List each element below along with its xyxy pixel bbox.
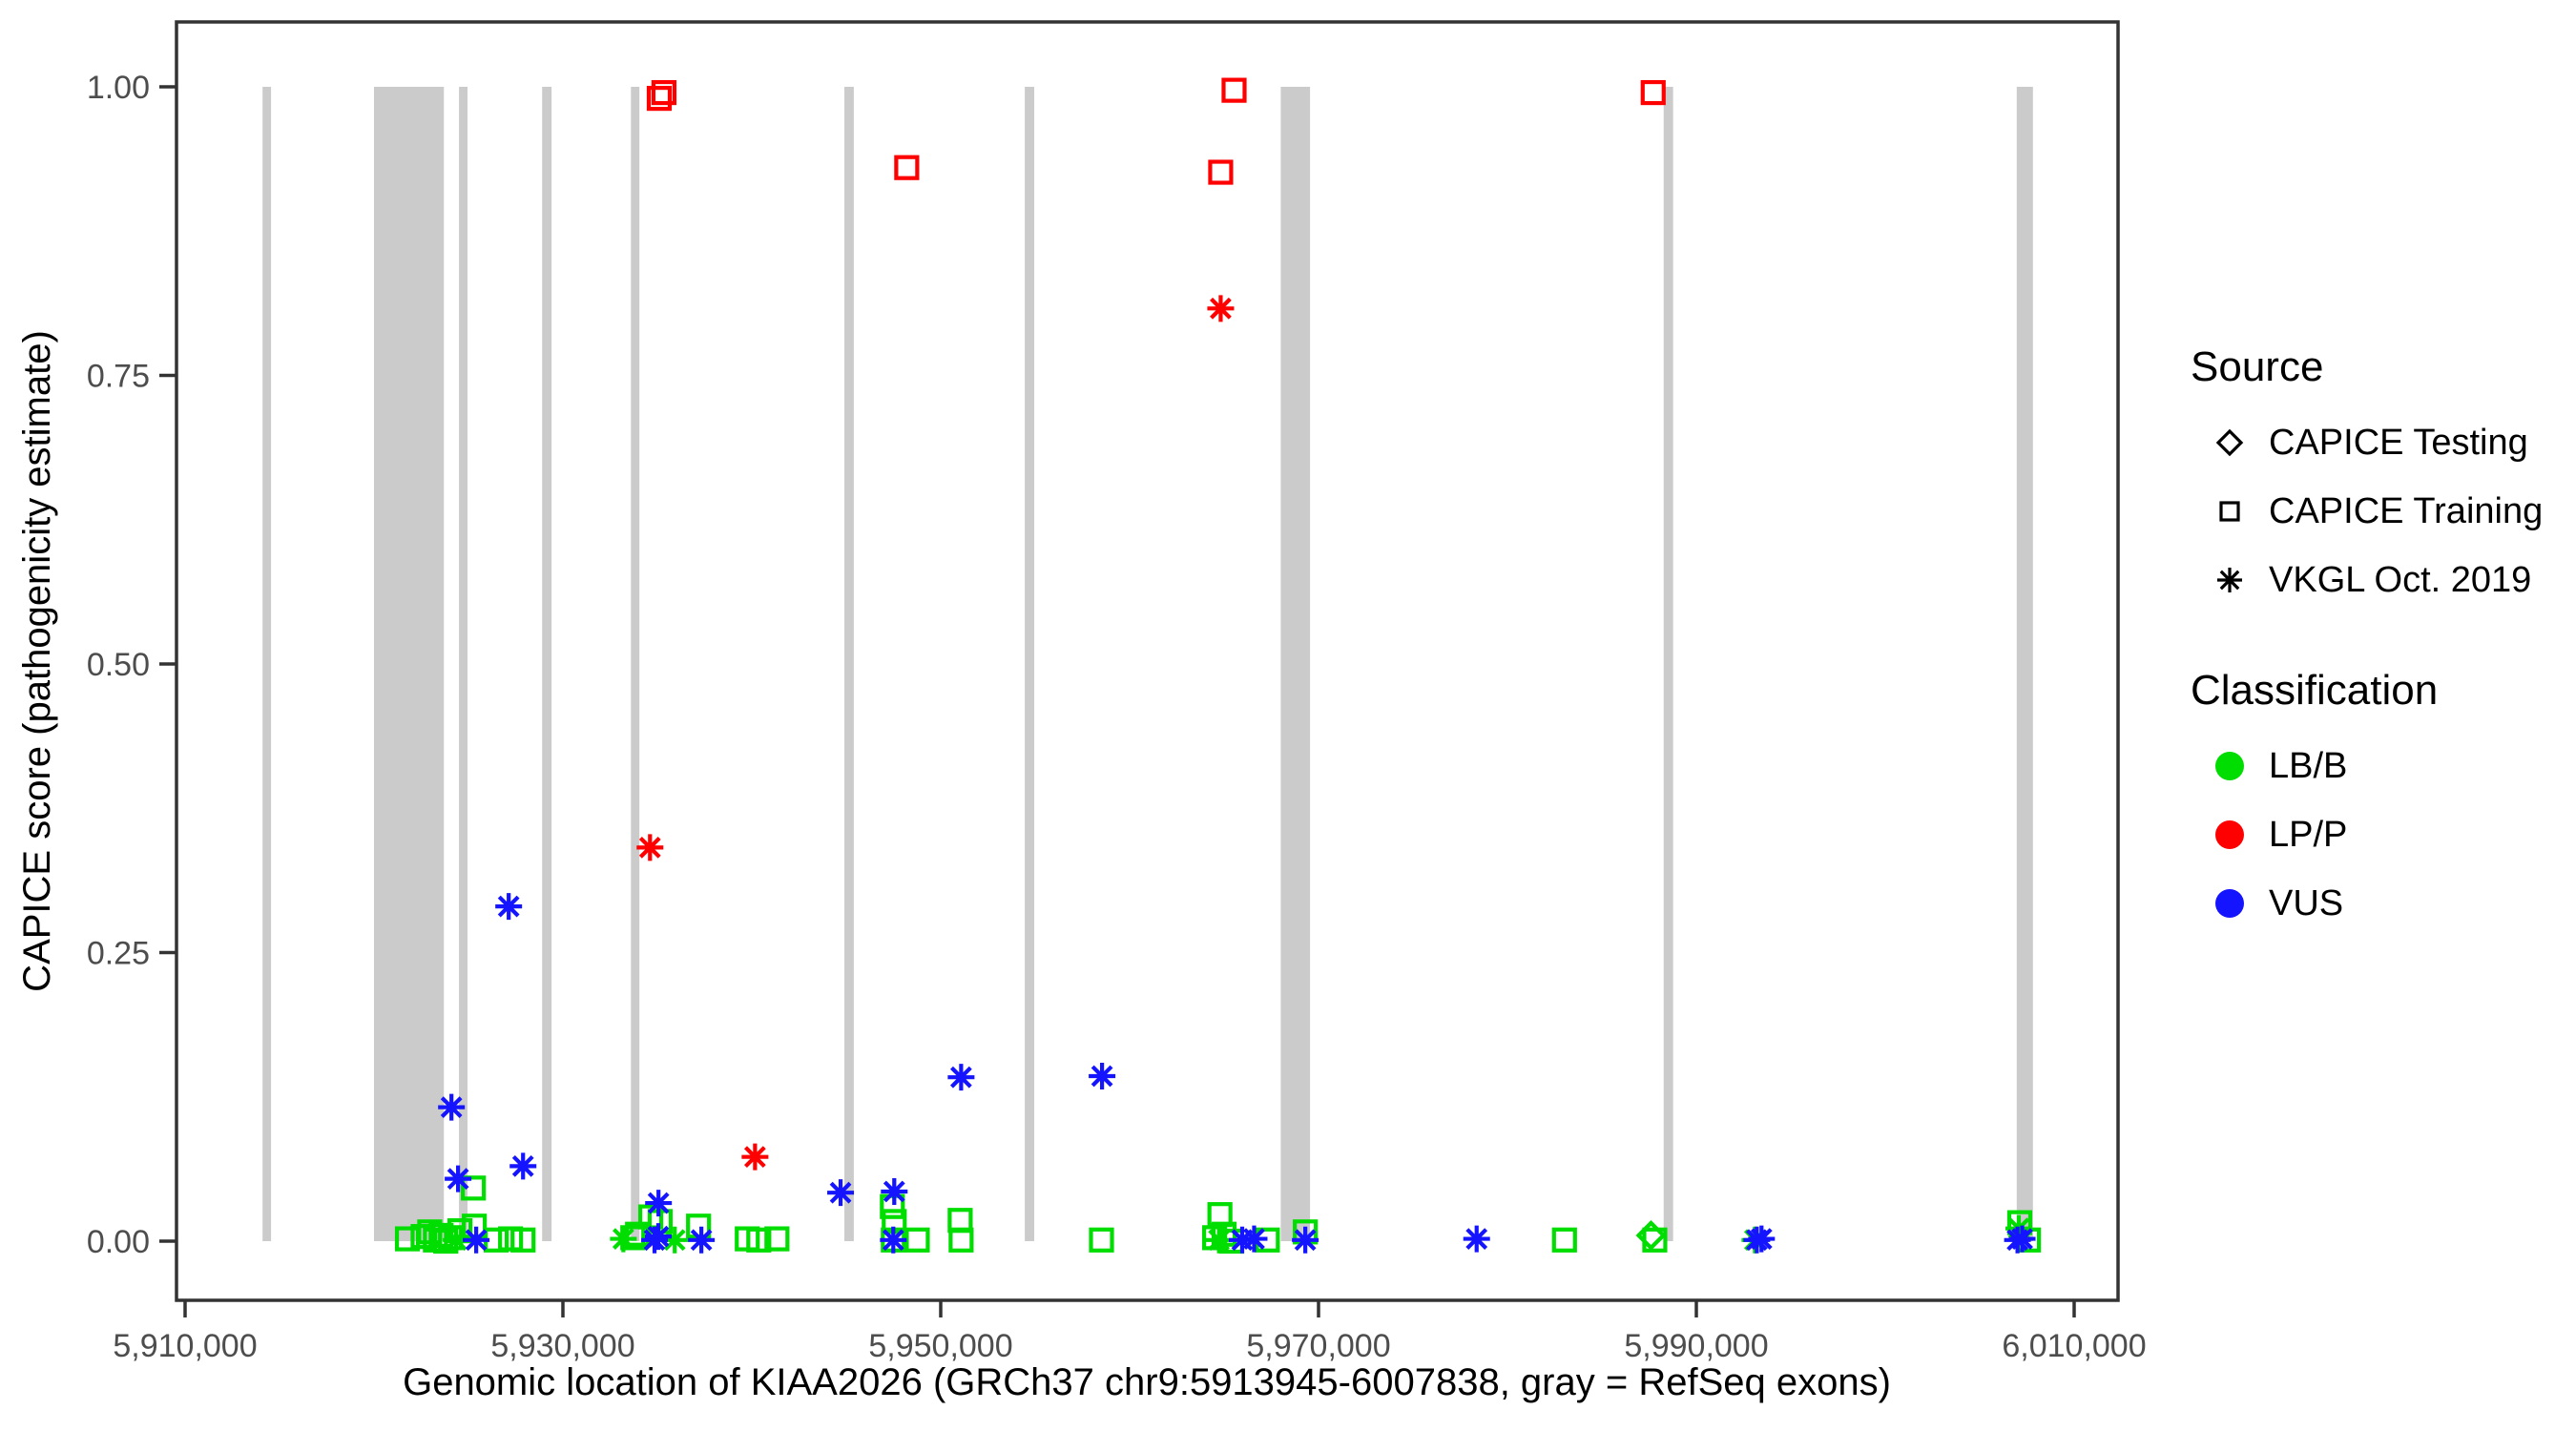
legend-item-label: CAPICE Testing: [2269, 422, 2528, 463]
data-point-diamond: [2215, 428, 2244, 457]
y-tick-label: 0.25: [87, 936, 150, 972]
data-point-square: [620, 1225, 646, 1251]
x-tick-label: 6,010,000: [2002, 1328, 2146, 1364]
data-point-square: [510, 1227, 536, 1253]
x-tick-label: 5,930,000: [490, 1328, 634, 1364]
blue-circle-icon: [2208, 881, 2252, 925]
data-point-asterisk: [741, 1143, 769, 1171]
x-axis-ticks: 5,910,000 5,930,000 5,950,000 5,970,000 5,99…: [113, 1300, 2147, 1364]
data-point-square: [894, 155, 920, 180]
x-tick-label: 5,970,000: [1246, 1328, 1390, 1364]
data-point-asterisk: [1292, 1226, 1319, 1254]
legend-item-label: VUS: [2269, 882, 2344, 923]
green-circle-icon: [2208, 744, 2252, 788]
y-tick-label: 0.00: [87, 1224, 150, 1260]
legend-item-capice-testing: CAPICE Testing: [2191, 408, 2563, 477]
data-point-square: [2219, 501, 2240, 522]
legend-classification-title: Classification: [2191, 667, 2439, 714]
legend-item-vkgl: VKGL Oct. 2019: [2191, 546, 2563, 614]
refseq-exon-bar: [262, 87, 272, 1241]
y-tick-label: 0.50: [87, 647, 150, 683]
y-tick-label: 1.00: [87, 70, 150, 106]
y-axis-ticks: 0.00 0.25 0.50 0.75 1.00: [87, 70, 177, 1260]
panel-border: [175, 20, 2120, 1302]
data-point-asterisk: [1240, 1225, 1268, 1253]
legend-classification-group: Classification LB/B LP/P VUS: [2191, 667, 2563, 938]
refseq-exon-bar: [542, 87, 552, 1241]
data-point-square: [764, 1226, 790, 1252]
data-point-square: [1642, 1227, 1668, 1253]
data-point-square: [651, 79, 677, 106]
refseq-exon-bar: [459, 87, 468, 1241]
refseq-exon-bar: [844, 87, 854, 1241]
refseq-exon-bar: [1280, 87, 1311, 1241]
legend-item-label: VKGL Oct. 2019: [2269, 559, 2532, 600]
data-point-square: [948, 1227, 974, 1253]
data-point-square: [1208, 159, 1234, 185]
data-point-asterisk: [1205, 1226, 1233, 1254]
data-point-asterisk: [688, 1226, 716, 1254]
data-point-asterisk: [463, 1226, 490, 1254]
data-point-asterisk: [644, 1223, 672, 1251]
x-axis-title: Genomic location of KIAA2026 (GRCh37 chr…: [403, 1361, 1891, 1403]
asterisk-icon: [2208, 558, 2252, 602]
square-icon: [2208, 489, 2252, 533]
red-circle-icon: [2208, 813, 2252, 857]
refseq-exon-bar: [631, 87, 640, 1241]
data-point-asterisk: [2008, 1225, 2036, 1253]
data-point-square: [746, 1227, 772, 1253]
legend-source-title: Source: [2191, 343, 2324, 390]
refseq-exon-bar: [2016, 87, 2033, 1241]
data-point-asterisk: [947, 1064, 975, 1091]
data-point-square: [1089, 1227, 1114, 1253]
y-tick-label: 0.75: [87, 359, 150, 395]
legend-item-lbb: LB/B: [2191, 732, 2563, 800]
legend-item-label: LP/P: [2269, 814, 2348, 855]
data-point-asterisk: [495, 893, 523, 921]
data-point-square: [1640, 79, 1666, 106]
diamond-icon: [2208, 421, 2252, 465]
data-point-asterisk: [827, 1179, 855, 1207]
data-point-asterisk: [1463, 1225, 1490, 1253]
legend-source-group: Source CAPICE Testing CAPICE Training VK…: [2191, 343, 2563, 614]
legend-item-label: LB/B: [2269, 745, 2348, 786]
data-point-asterisk: [2217, 568, 2242, 592]
data-point-square: [904, 1227, 930, 1253]
data-point-asterisk: [1748, 1225, 1776, 1253]
refseq-exon-bar: [1025, 87, 1035, 1241]
data-point-asterisk: [1089, 1062, 1116, 1089]
legend: Source CAPICE Testing CAPICE Training VK…: [2191, 343, 2563, 990]
data-point-asterisk: [645, 1190, 673, 1217]
y-axis-title: CAPICE score (pathogenicity estimate): [16, 330, 58, 992]
diamond-glyph: [2215, 428, 2244, 457]
legend-item-vus: VUS: [2191, 869, 2563, 938]
legend-item-lpp: LP/P: [2191, 800, 2563, 869]
data-point-asterisk: [636, 834, 664, 861]
data-point-asterisk: [509, 1152, 537, 1180]
x-tick-label: 5,990,000: [1624, 1328, 1768, 1364]
data-point-asterisk: [1207, 295, 1235, 322]
refseq-exon-bar: [1663, 87, 1673, 1241]
data-point-square: [1551, 1227, 1577, 1253]
data-points-layer: [394, 77, 2042, 1255]
data-point-square: [646, 85, 673, 112]
refseq-exon-bars: [262, 87, 2033, 1241]
x-tick-label: 5,910,000: [113, 1328, 257, 1364]
x-tick-label: 5,950,000: [868, 1328, 1012, 1364]
square-glyph: [2219, 501, 2240, 522]
asterisk-glyph: [2217, 568, 2242, 592]
data-point-asterisk: [880, 1226, 907, 1254]
data-point-square: [461, 1175, 487, 1201]
legend-item-label: CAPICE Training: [2269, 490, 2544, 531]
data-point-asterisk: [881, 1177, 908, 1205]
data-point-square: [1221, 77, 1247, 103]
data-point-square: [447, 1218, 473, 1244]
data-point-asterisk: [661, 1226, 689, 1254]
refseq-exon-bar: [374, 87, 445, 1241]
data-point-asterisk: [438, 1093, 466, 1121]
legend-item-capice-training: CAPICE Training: [2191, 477, 2563, 546]
data-point-asterisk: [445, 1165, 472, 1192]
